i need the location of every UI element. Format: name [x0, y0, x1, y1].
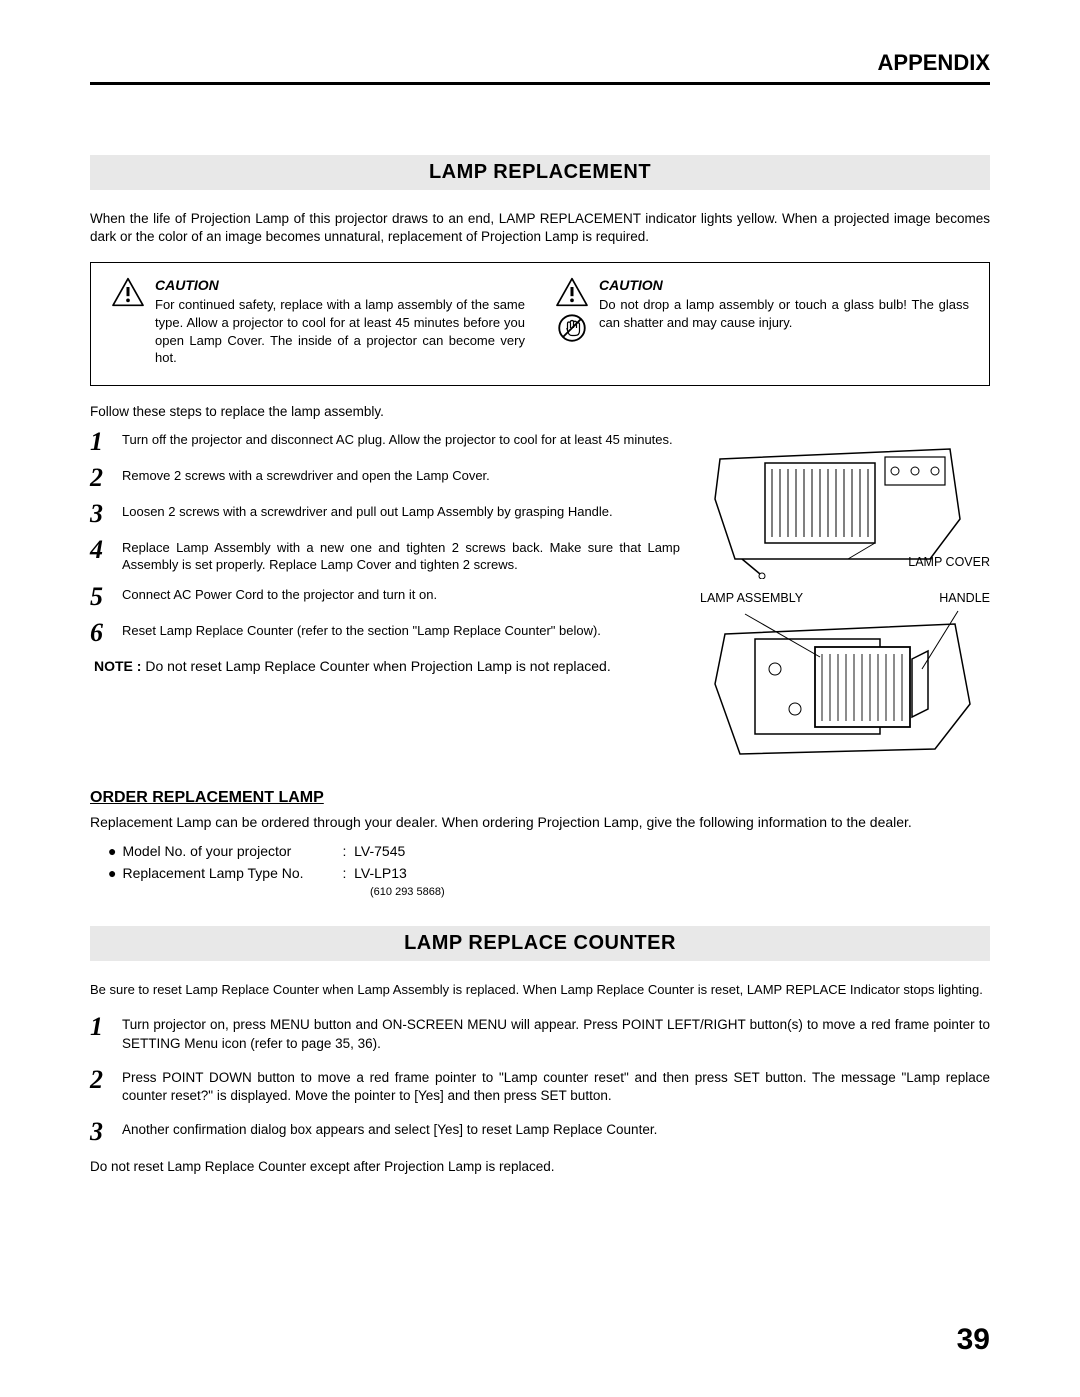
note: NOTE : Do not reset Lamp Replace Counter… [94, 658, 680, 674]
part-number: (610 293 5868) [370, 884, 990, 902]
order-row: ● Model No. of your projector : LV-7545 [108, 840, 990, 862]
step-text: Another confirmation dialog box appears … [122, 1119, 657, 1145]
order-row-value: LV-7545 [354, 840, 405, 862]
order-row-sep: : [342, 862, 346, 884]
page-number: 39 [957, 1323, 990, 1357]
step-item: 2Press POINT DOWN button to move a red f… [90, 1067, 990, 1105]
note-label: NOTE : [94, 658, 141, 674]
diagrams: LAMP COVER LAMP ASSEMBLY HANDLE [700, 429, 990, 769]
warning-triangle-icon [111, 277, 145, 307]
step-text: Loosen 2 screws with a screwdriver and p… [122, 501, 613, 527]
diagram-label-lamp-assembly: LAMP ASSEMBLY [700, 591, 803, 605]
page-header: APPENDIX [90, 50, 990, 85]
section-title-lamp-counter: LAMP REPLACE COUNTER [90, 926, 990, 961]
step-text: Turn projector on, press MENU button and… [122, 1014, 990, 1052]
step-text: Connect AC Power Cord to the projector a… [122, 584, 437, 610]
warning-triangle-icon [555, 277, 589, 307]
order-title: ORDER REPLACEMENT LAMP [90, 789, 990, 807]
note-body: Do not reset Lamp Replace Counter when P… [141, 658, 610, 674]
diagram-lamp-cover: LAMP COVER [700, 429, 990, 579]
diagram-label-handle: HANDLE [939, 591, 990, 605]
diagram-label-lamp-cover: LAMP COVER [908, 555, 990, 569]
step-item: 3Loosen 2 screws with a screwdriver and … [90, 501, 680, 527]
order-list: ● Model No. of your projector : LV-7545 … [108, 840, 990, 902]
caution-left: CAUTION For continued safety, replace wi… [111, 277, 525, 366]
order-row: ● Replacement Lamp Type No. : LV-LP13 [108, 862, 990, 884]
order-row-label: Replacement Lamp Type No. [122, 862, 342, 884]
follow-text: Follow these steps to replace the lamp a… [90, 404, 990, 419]
replacement-steps: 1Turn off the projector and disconnect A… [90, 429, 680, 769]
diagram-lamp-assembly [700, 609, 990, 769]
no-touch-icon [557, 313, 587, 343]
step-item: 1Turn off the projector and disconnect A… [90, 429, 680, 455]
counter-intro: Be sure to reset Lamp Replace Counter wh… [90, 981, 990, 999]
step-item: 5Connect AC Power Cord to the projector … [90, 584, 680, 610]
step-text: Replace Lamp Assembly with a new one and… [122, 537, 680, 574]
caution-left-title: CAUTION [155, 277, 525, 293]
caution-right: CAUTION Do not drop a lamp assembly or t… [555, 277, 969, 366]
step-item: 1Turn projector on, press MENU button an… [90, 1014, 990, 1052]
step-item: 4Replace Lamp Assembly with a new one an… [90, 537, 680, 574]
order-row-sep: : [342, 840, 346, 862]
intro-text: When the life of Projection Lamp of this… [90, 210, 990, 246]
caution-left-body: For continued safety, replace with a lam… [155, 296, 525, 366]
step-text: Remove 2 screws with a screwdriver and o… [122, 465, 490, 491]
caution-right-body: Do not drop a lamp assembly or touch a g… [599, 296, 969, 331]
caution-right-title: CAUTION [599, 277, 969, 293]
step-text: Reset Lamp Replace Counter (refer to the… [122, 620, 601, 646]
step-text: Press POINT DOWN button to move a red fr… [122, 1067, 990, 1105]
step-item: 6Reset Lamp Replace Counter (refer to th… [90, 620, 680, 646]
counter-steps: 1Turn projector on, press MENU button an… [90, 1014, 990, 1145]
step-text: Turn off the projector and disconnect AC… [122, 429, 673, 455]
caution-box: CAUTION For continued safety, replace wi… [90, 262, 990, 385]
final-note: Do not reset Lamp Replace Counter except… [90, 1159, 990, 1174]
order-row-label: Model No. of your projector [122, 840, 342, 862]
step-item: 3Another confirmation dialog box appears… [90, 1119, 990, 1145]
section-title-lamp-replacement: LAMP REPLACEMENT [90, 155, 990, 190]
order-text: Replacement Lamp can be ordered through … [90, 813, 990, 832]
order-row-value: LV-LP13 [354, 862, 407, 884]
step-item: 2Remove 2 screws with a screwdriver and … [90, 465, 680, 491]
